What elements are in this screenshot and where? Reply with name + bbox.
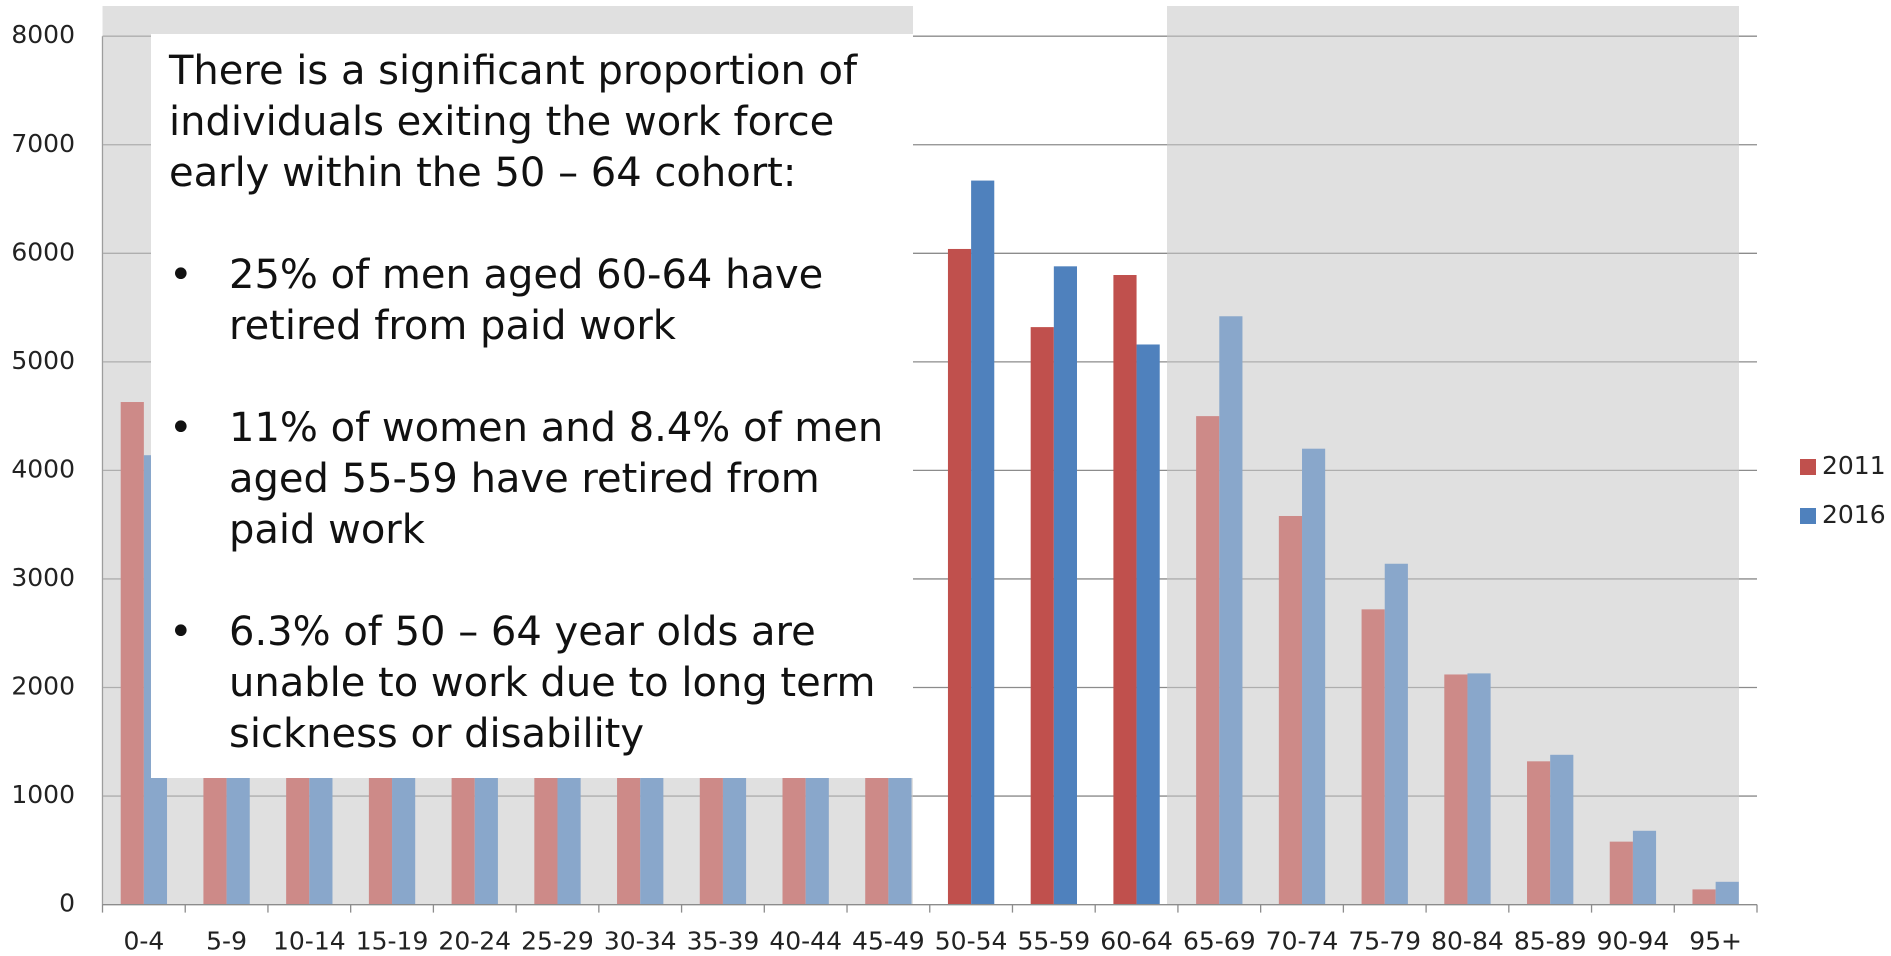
y-tick-label: 5000 bbox=[11, 346, 75, 375]
legend-swatch bbox=[1800, 459, 1816, 475]
legend-label: 2011 bbox=[1822, 451, 1886, 480]
x-tick-label: 15-19 bbox=[356, 927, 429, 956]
x-tick-label: 25-29 bbox=[521, 927, 594, 956]
bar bbox=[1361, 609, 1385, 905]
x-tick-label: 20-24 bbox=[438, 927, 511, 956]
bar bbox=[1136, 344, 1160, 905]
bar bbox=[1609, 841, 1633, 905]
bar bbox=[1053, 266, 1078, 905]
bar bbox=[1467, 673, 1491, 905]
bar bbox=[1113, 275, 1137, 905]
bar bbox=[1219, 316, 1243, 905]
bar bbox=[1527, 761, 1551, 905]
x-tick-label: 90-94 bbox=[1597, 927, 1670, 956]
x-tick-label: 60-64 bbox=[1100, 927, 1173, 956]
callout: There is a significant proportion of ind… bbox=[151, 34, 913, 778]
callout-bullet: 25% of men aged 60-64 have retired from … bbox=[169, 250, 903, 352]
x-tick-label: 75-79 bbox=[1348, 927, 1421, 956]
bar bbox=[971, 180, 995, 905]
x-tick-label: 0-4 bbox=[123, 927, 164, 956]
x-tick-label: 10-14 bbox=[273, 927, 346, 956]
x-tick-label: 45-49 bbox=[852, 927, 925, 956]
bar bbox=[1196, 416, 1220, 905]
x-tick-label: 65-69 bbox=[1183, 927, 1256, 956]
bar bbox=[1302, 448, 1326, 905]
bar bbox=[1692, 889, 1716, 905]
x-tick-label: 70-74 bbox=[1266, 927, 1339, 956]
x-tick-label: 85-89 bbox=[1514, 927, 1587, 956]
y-tick-label: 6000 bbox=[11, 237, 75, 266]
bar bbox=[1384, 563, 1408, 905]
x-tick-label: 35-39 bbox=[687, 927, 760, 956]
y-tick-label: 2000 bbox=[11, 672, 75, 701]
x-tick-label: 40-44 bbox=[769, 927, 842, 956]
callout-bullet: 6.3% of 50 – 64 year olds are unable to … bbox=[169, 607, 903, 760]
x-tick-label: 5-9 bbox=[206, 927, 247, 956]
callout-list: 25% of men aged 60-64 have retired from … bbox=[169, 250, 903, 760]
legend-swatch bbox=[1800, 508, 1816, 524]
y-tick-label: 0 bbox=[59, 889, 75, 918]
bar bbox=[1550, 754, 1574, 905]
legend-label: 2016 bbox=[1822, 500, 1886, 529]
y-tick-label: 7000 bbox=[11, 129, 75, 158]
plot-fade bbox=[1167, 6, 1739, 905]
bar bbox=[1632, 830, 1657, 905]
bar bbox=[1715, 881, 1739, 905]
y-tick-label: 3000 bbox=[11, 563, 75, 592]
bar bbox=[1030, 327, 1054, 905]
x-tick-label: 80-84 bbox=[1431, 927, 1504, 956]
bar bbox=[120, 402, 144, 905]
x-tick-label: 50-54 bbox=[935, 927, 1008, 956]
bar bbox=[947, 248, 972, 905]
bar bbox=[1278, 515, 1303, 905]
x-tick-label: 55-59 bbox=[1018, 927, 1091, 956]
bar bbox=[1444, 674, 1468, 905]
x-tick-label: 30-34 bbox=[604, 927, 677, 956]
callout-intro: There is a significant proportion of ind… bbox=[169, 48, 858, 196]
callout-bullet: 11% of women and 8.4% of men aged 55-59 … bbox=[169, 403, 903, 556]
y-tick-label: 4000 bbox=[11, 454, 75, 483]
y-tick-label: 8000 bbox=[11, 20, 75, 49]
y-tick-label: 1000 bbox=[11, 780, 75, 809]
x-tick-label: 95+ bbox=[1689, 927, 1742, 956]
